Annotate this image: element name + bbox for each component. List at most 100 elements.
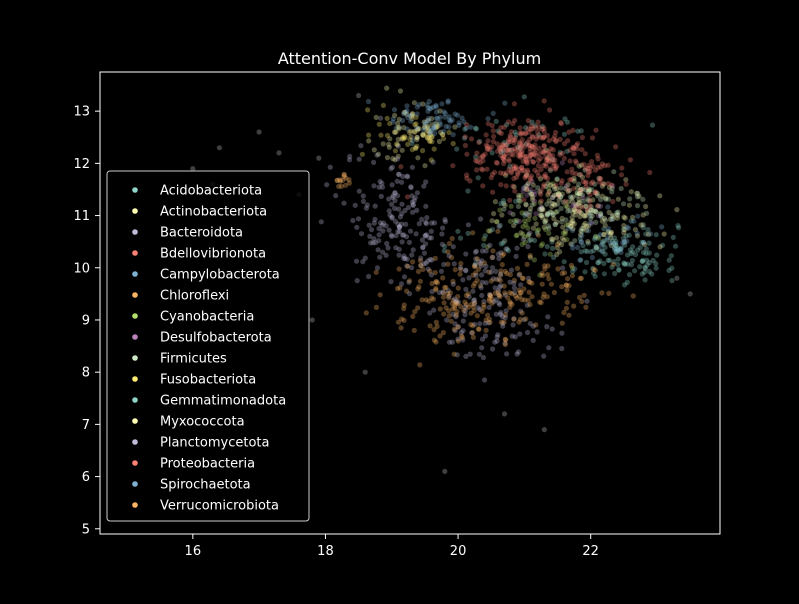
data-point-spirochaetota	[422, 119, 428, 125]
data-point-gemmatimonadota	[455, 228, 461, 234]
data-point-acidobacteriota	[523, 125, 529, 131]
data-point-spirochaetota	[431, 125, 437, 131]
data-point-bacteroidota	[393, 233, 399, 239]
data-point-firmicutes	[585, 198, 591, 204]
data-point-firmicutes	[579, 192, 585, 198]
data-point-firmicutes	[550, 211, 556, 217]
data-point-fusobacteriota	[402, 135, 408, 141]
data-point-actinobacteriota	[610, 212, 616, 218]
data-point-cyanobacteria	[525, 225, 531, 231]
data-point-chloroflexi	[511, 316, 517, 322]
data-point-proteobacteria	[485, 121, 491, 127]
data-point-acidobacteriota	[454, 146, 460, 152]
data-point-proteobacteria	[488, 175, 494, 181]
data-point-actinobacteriota	[420, 131, 426, 137]
data-point-bacteroidota	[498, 310, 504, 316]
data-point-acidobacteriota	[628, 262, 635, 268]
data-point-chloroflexi	[433, 287, 439, 293]
data-point-myxococcota	[545, 155, 551, 161]
data-point-proteobacteria	[511, 140, 517, 146]
data-point-campylobacterota	[461, 119, 467, 125]
data-point-bacteroidota	[410, 202, 416, 208]
data-point-chloroflexi	[448, 318, 454, 324]
data-point-proteobacteria	[525, 118, 531, 124]
data-point-bacteroidota	[360, 259, 366, 265]
data-point-acidobacteriota	[633, 252, 639, 258]
data-point-proteobacteria	[515, 170, 521, 176]
data-point-verrucomicrobiota	[497, 294, 503, 300]
data-point-proteobacteria	[582, 165, 588, 171]
data-point-myxococcota	[547, 182, 554, 188]
data-point-bacteroidota	[410, 202, 416, 208]
data-point-spirochaetota	[404, 103, 410, 109]
data-point-chloroflexi	[472, 262, 478, 268]
data-point-desulfobacterota	[520, 188, 526, 194]
data-point-planctomycetota	[440, 289, 446, 295]
data-point-planctomycetota	[439, 241, 445, 247]
data-point-chloroflexi	[507, 304, 513, 310]
data-point-campylobacterota	[422, 121, 429, 127]
data-point-firmicutes	[567, 207, 573, 213]
data-point-bacteroidota	[545, 314, 551, 320]
data-point-chloroflexi	[564, 299, 570, 305]
data-point-chloroflexi	[463, 302, 470, 308]
data-point-actinobacteriota	[499, 212, 505, 218]
y-tick-label: 10	[73, 261, 90, 276]
data-point-acidobacteriota	[637, 264, 643, 270]
data-point-cyanobacteria	[593, 233, 599, 239]
data-point-bacteroidota	[479, 292, 485, 299]
data-point-proteobacteria	[525, 126, 531, 132]
data-point-chloroflexi	[341, 171, 347, 177]
legend-marker	[132, 208, 138, 214]
data-point-acidobacteriota	[601, 226, 607, 232]
data-point-bacteroidota	[379, 222, 385, 228]
data-point-proteobacteria	[517, 151, 523, 157]
data-point-acidobacteriota	[597, 258, 603, 264]
data-point-proteobacteria	[503, 170, 509, 176]
data-point-proteobacteria	[473, 158, 479, 164]
data-point-planctomycetota	[497, 284, 503, 290]
data-point-fusobacteriota	[387, 120, 393, 127]
data-point-proteobacteria	[529, 144, 535, 150]
data-point-campylobacterota	[393, 125, 399, 131]
data-point-firmicutes	[544, 201, 550, 207]
data-point-bacteroidota	[423, 203, 429, 209]
data-point-proteobacteria	[524, 167, 531, 173]
data-point-chloroflexi	[433, 279, 439, 285]
data-point-firmicutes	[602, 217, 609, 223]
data-point-chloroflexi	[519, 297, 525, 303]
data-point-acidobacteriota	[562, 116, 568, 122]
data-point-firmicutes	[593, 219, 599, 225]
data-point-proteobacteria	[480, 183, 486, 189]
data-point-proteobacteria	[571, 145, 577, 152]
data-point-chloroflexi	[339, 177, 346, 183]
data-point-proteobacteria	[578, 187, 584, 193]
data-point-campylobacterota	[392, 129, 398, 135]
data-point-chloroflexi	[462, 299, 468, 305]
data-point-proteobacteria	[538, 166, 544, 172]
data-point-bacteroidota	[399, 179, 405, 185]
legend-marker	[132, 313, 138, 319]
data-point-acidobacteriota	[611, 235, 618, 241]
data-point-bacteroidota	[455, 299, 461, 305]
outlier-point	[216, 145, 222, 151]
data-point-actinobacteriota	[567, 223, 574, 229]
data-point-bacteroidota	[386, 196, 392, 202]
data-point-acidobacteriota	[590, 265, 596, 271]
data-point-proteobacteria	[567, 177, 573, 183]
data-point-fusobacteriota	[378, 132, 384, 138]
data-point-acidobacteriota	[626, 272, 633, 278]
data-point-bacteroidota	[389, 214, 395, 220]
data-point-verrucomicrobiota	[497, 277, 503, 284]
data-point-verrucomicrobiota	[457, 271, 463, 277]
data-point-proteobacteria	[530, 159, 536, 165]
data-point-planctomycetota	[462, 267, 469, 273]
data-point-chloroflexi	[503, 337, 509, 343]
data-point-firmicutes	[529, 202, 535, 208]
data-point-acidobacteriota	[602, 244, 608, 251]
data-point-actinobacteriota	[571, 207, 577, 213]
data-point-chloroflexi	[446, 308, 452, 314]
data-point-acidobacteriota	[620, 226, 627, 232]
data-point-actinobacteriota	[399, 136, 405, 142]
data-point-bacteroidota	[366, 222, 372, 228]
